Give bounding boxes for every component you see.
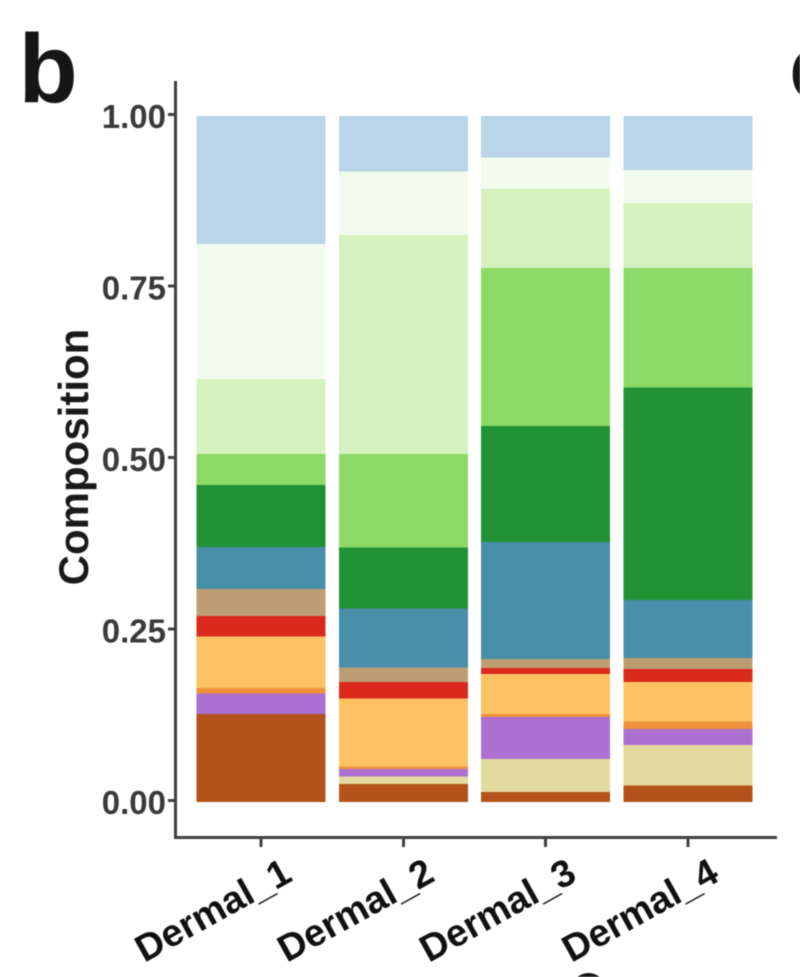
svg-text:c: c xyxy=(789,14,800,120)
svg-text:Dermal_1: Dermal_1 xyxy=(128,851,298,971)
svg-text:0.25: 0.25 xyxy=(102,613,166,650)
svg-text:Dermal_4: Dermal_4 xyxy=(555,851,725,971)
svg-text:b: b xyxy=(19,14,78,123)
svg-text:0.50: 0.50 xyxy=(102,441,166,478)
svg-text:0.00: 0.00 xyxy=(102,784,166,821)
svg-text:1.00: 1.00 xyxy=(102,98,166,135)
svg-text:Dermal_3: Dermal_3 xyxy=(413,851,583,971)
svg-text:0.75: 0.75 xyxy=(102,270,166,307)
svg-text:Composition: Composition xyxy=(50,329,97,586)
svg-text:Dermal_2: Dermal_2 xyxy=(271,851,441,971)
